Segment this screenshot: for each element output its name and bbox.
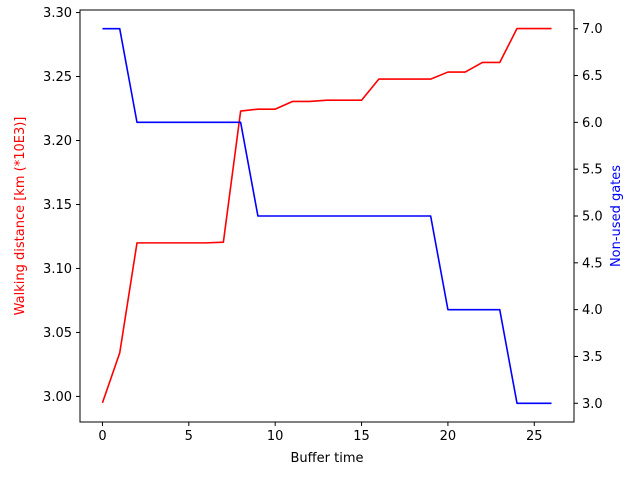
left-y-tick-label: 3.10 — [43, 262, 72, 277]
right-y-tick-label: 7.0 — [582, 22, 603, 37]
right-y-tick-label: 3.0 — [582, 397, 603, 412]
right-y-axis-label: Non-used gates — [609, 165, 624, 267]
series-line-walking-distance — [101, 27, 552, 404]
x-tick-label: 0 — [98, 429, 106, 444]
x-tick-label: 5 — [185, 429, 193, 444]
left-y-tick-label: 3.30 — [43, 6, 72, 21]
right-y-tick-label: 3.5 — [582, 350, 603, 365]
x-tick-label: 15 — [353, 429, 370, 444]
x-tick-label: 10 — [267, 429, 284, 444]
left-y-tick-label: 3.20 — [43, 134, 72, 149]
right-y-tick-label: 5.5 — [582, 163, 603, 178]
x-tick-label: 25 — [526, 429, 543, 444]
right-y-tick-label: 5.0 — [582, 210, 603, 225]
left-y-tick-label: 3.00 — [43, 390, 72, 405]
right-y-tick-label: 4.5 — [582, 256, 603, 271]
right-y-tick-label: 4.0 — [582, 303, 603, 318]
left-y-tick-label: 3.05 — [43, 326, 72, 341]
right-y-tick-label: 6.0 — [582, 116, 603, 131]
series-line-non-used-gates — [102, 27, 552, 405]
left-y-tick-label: 3.25 — [43, 70, 72, 85]
x-axis-label: Buffer time — [291, 451, 364, 466]
left-y-axis-ticks: 3.00 3.05 3.10 3.15 3.20 3.25 3.30 — [43, 6, 80, 405]
right-y-axis-ticks: 3.0 3.5 4.0 4.5 5.0 5.5 6.0 6.5 7.0 — [574, 22, 603, 412]
left-y-axis-label: Walking distance [km (*10E3)] — [13, 117, 28, 316]
x-axis-ticks: 0 5 10 15 20 25 — [98, 422, 543, 444]
left-y-tick-label: 3.15 — [43, 198, 72, 213]
right-y-tick-label: 6.5 — [582, 69, 603, 84]
plot-lines — [101, 27, 552, 405]
x-tick-label: 20 — [440, 429, 457, 444]
